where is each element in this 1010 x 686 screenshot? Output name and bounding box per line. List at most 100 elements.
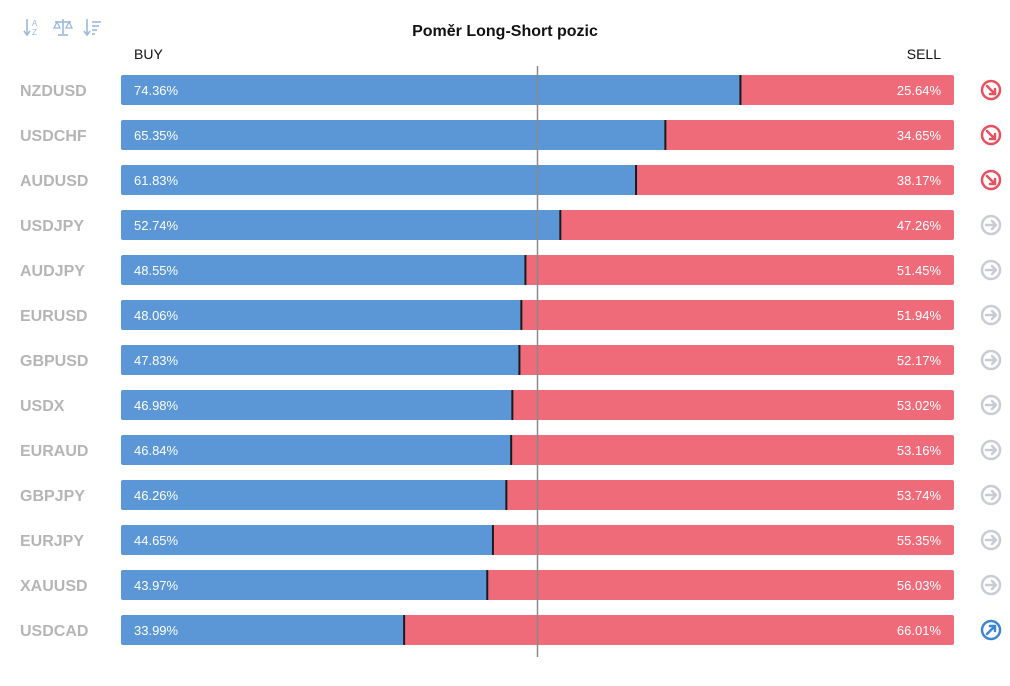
buy-header: BUY xyxy=(134,46,163,62)
sell-value-label: 47.26% xyxy=(897,218,942,233)
buy-value-label: 74.36% xyxy=(134,83,179,98)
sell-header: SELL xyxy=(906,46,941,62)
signal-neutral-icon[interactable] xyxy=(980,304,1002,326)
signal-neutral-icon[interactable] xyxy=(980,214,1002,236)
signal-down-icon[interactable] xyxy=(980,79,1002,101)
sell-bar xyxy=(487,570,954,600)
signal-up-icon[interactable] xyxy=(980,619,1002,641)
sell-value-label: 51.94% xyxy=(897,308,942,323)
sell-bar xyxy=(740,75,954,105)
pair-label: EURAUD xyxy=(20,443,88,460)
buy-value-label: 65.35% xyxy=(134,128,179,143)
pair-label: USDJPY xyxy=(20,218,84,235)
sell-value-label: 66.01% xyxy=(897,623,942,638)
sell-value-label: 51.45% xyxy=(897,263,942,278)
svg-text:Z: Z xyxy=(32,28,37,37)
signal-arrow-icon xyxy=(984,309,998,321)
pair-label: EURUSD xyxy=(20,308,88,325)
sell-value-label: 56.03% xyxy=(897,578,942,593)
signal-arrow-icon xyxy=(985,129,997,141)
signal-neutral-icon[interactable] xyxy=(980,484,1002,506)
signal-neutral-icon[interactable] xyxy=(980,349,1002,371)
sell-value-label: 53.74% xyxy=(897,488,942,503)
buy-bar xyxy=(121,120,666,150)
signal-arrow-icon xyxy=(984,444,998,456)
buy-value-label: 46.84% xyxy=(134,443,179,458)
sell-bar xyxy=(525,255,954,285)
buy-value-label: 47.83% xyxy=(134,353,179,368)
pair-label: EURJPY xyxy=(20,533,84,550)
buy-value-label: 46.26% xyxy=(134,488,179,503)
sell-bar xyxy=(511,435,954,465)
buy-value-label: 33.99% xyxy=(134,623,179,638)
signal-arrow-icon xyxy=(984,264,998,276)
buy-value-label: 48.55% xyxy=(134,263,179,278)
buy-bar xyxy=(121,300,522,330)
signal-neutral-icon[interactable] xyxy=(980,259,1002,281)
buy-value-label: 48.06% xyxy=(134,308,179,323)
sort-desc-icon[interactable] xyxy=(82,16,104,38)
signal-down-icon[interactable] xyxy=(980,169,1002,191)
signal-arrow-icon xyxy=(984,219,998,231)
toolbar: A Z xyxy=(22,16,104,38)
buy-bar xyxy=(121,345,520,375)
sell-bar xyxy=(512,390,954,420)
sell-bar xyxy=(506,480,954,510)
buy-bar xyxy=(121,210,561,240)
signal-arrow-icon xyxy=(985,174,997,186)
signal-arrow-icon xyxy=(984,534,998,546)
buy-value-label: 46.98% xyxy=(134,398,179,413)
sort-alpha-icon[interactable]: A Z xyxy=(22,16,44,38)
buy-value-label: 44.65% xyxy=(134,533,179,548)
buy-bar xyxy=(121,480,507,510)
pair-label: GBPUSD xyxy=(20,353,88,370)
pair-label: GBPJPY xyxy=(20,488,85,505)
chart-title: Poměr Long-Short pozic xyxy=(412,23,598,40)
sell-value-label: 34.65% xyxy=(897,128,942,143)
buy-bar xyxy=(121,615,405,645)
buy-value-label: 61.83% xyxy=(134,173,179,188)
sell-value-label: 25.64% xyxy=(897,83,942,98)
signal-arrow-icon xyxy=(984,579,998,591)
signal-down-icon[interactable] xyxy=(980,124,1002,146)
pair-label: USDCHF xyxy=(20,128,87,145)
signal-arrow-icon xyxy=(984,354,998,366)
pair-label: USDX xyxy=(20,398,65,415)
sell-value-label: 55.35% xyxy=(897,533,942,548)
buy-value-label: 52.74% xyxy=(134,218,179,233)
sell-bar xyxy=(404,615,954,645)
signal-arrow-icon xyxy=(985,624,997,636)
sell-value-label: 53.16% xyxy=(897,443,942,458)
pair-label: AUDUSD xyxy=(20,173,88,190)
buy-value-label: 43.97% xyxy=(134,578,179,593)
signal-neutral-icon[interactable] xyxy=(980,439,1002,461)
svg-text:A: A xyxy=(32,19,38,28)
sell-bar xyxy=(560,210,954,240)
pair-label: USDCAD xyxy=(20,623,88,640)
buy-bar xyxy=(121,570,488,600)
sell-bar xyxy=(519,345,954,375)
buy-bar xyxy=(121,525,493,555)
signal-neutral-icon[interactable] xyxy=(980,394,1002,416)
buy-bar xyxy=(121,165,637,195)
balance-icon[interactable] xyxy=(52,16,74,38)
sell-value-label: 53.02% xyxy=(897,398,942,413)
sell-value-label: 38.17% xyxy=(897,173,942,188)
signal-arrow-icon xyxy=(984,489,998,501)
pair-label: NZDUSD xyxy=(20,83,87,100)
signal-neutral-icon[interactable] xyxy=(980,574,1002,596)
buy-bar xyxy=(121,435,512,465)
sell-bar xyxy=(521,300,954,330)
signal-neutral-icon[interactable] xyxy=(980,529,1002,551)
pair-label: AUDJPY xyxy=(20,263,85,280)
buy-bar xyxy=(121,75,741,105)
signal-arrow-icon xyxy=(984,399,998,411)
sell-bar xyxy=(492,525,954,555)
sell-value-label: 52.17% xyxy=(897,353,942,368)
buy-bar xyxy=(121,390,513,420)
signal-arrow-icon xyxy=(985,84,997,96)
sell-bar xyxy=(636,165,954,195)
sell-bar xyxy=(665,120,954,150)
pair-label: XAUUSD xyxy=(20,578,88,595)
